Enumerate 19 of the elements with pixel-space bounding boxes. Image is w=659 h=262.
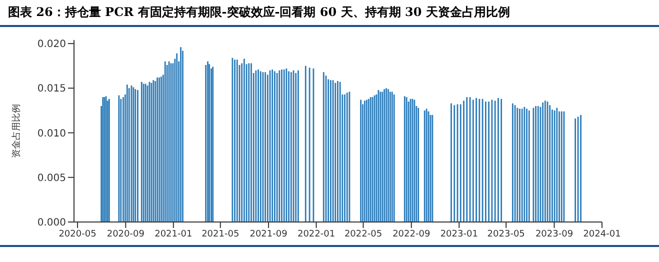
chart-title: 图表 26：持仓量 PCR 有固定持有期限-突破效应-回看期 60 天、持有期 30 天资金占用比例 bbox=[8, 4, 510, 21]
y-tick-label: 0.015 bbox=[37, 84, 66, 95]
y-tick-label: 0.005 bbox=[37, 172, 66, 184]
x-tick-label: 2020-05 bbox=[58, 229, 96, 240]
x-tick-label: 2022-05 bbox=[344, 229, 382, 240]
y-axis-title: 资金占用比例 bbox=[11, 104, 22, 158]
x-tick-label: 2020-09 bbox=[106, 229, 145, 240]
y-tick-label: 0.010 bbox=[37, 128, 66, 140]
x-tick-label: 2021-09 bbox=[250, 229, 288, 240]
x-tick-label: 2021-05 bbox=[202, 229, 240, 240]
y-tick-label: 0.020 bbox=[37, 39, 66, 50]
x-tick-label: 2023-05 bbox=[487, 229, 525, 240]
x-tick-label: 2022-01 bbox=[297, 229, 336, 240]
x-tick-label: 2023-09 bbox=[535, 229, 574, 240]
x-tick-label: 2023-01 bbox=[440, 229, 478, 240]
x-tick-label: 2021-01 bbox=[154, 229, 192, 240]
x-tick-label: 2022-09 bbox=[392, 229, 430, 240]
x-tick-label: 2024-01 bbox=[583, 229, 621, 240]
y-tick-label: 0.000 bbox=[37, 218, 66, 229]
